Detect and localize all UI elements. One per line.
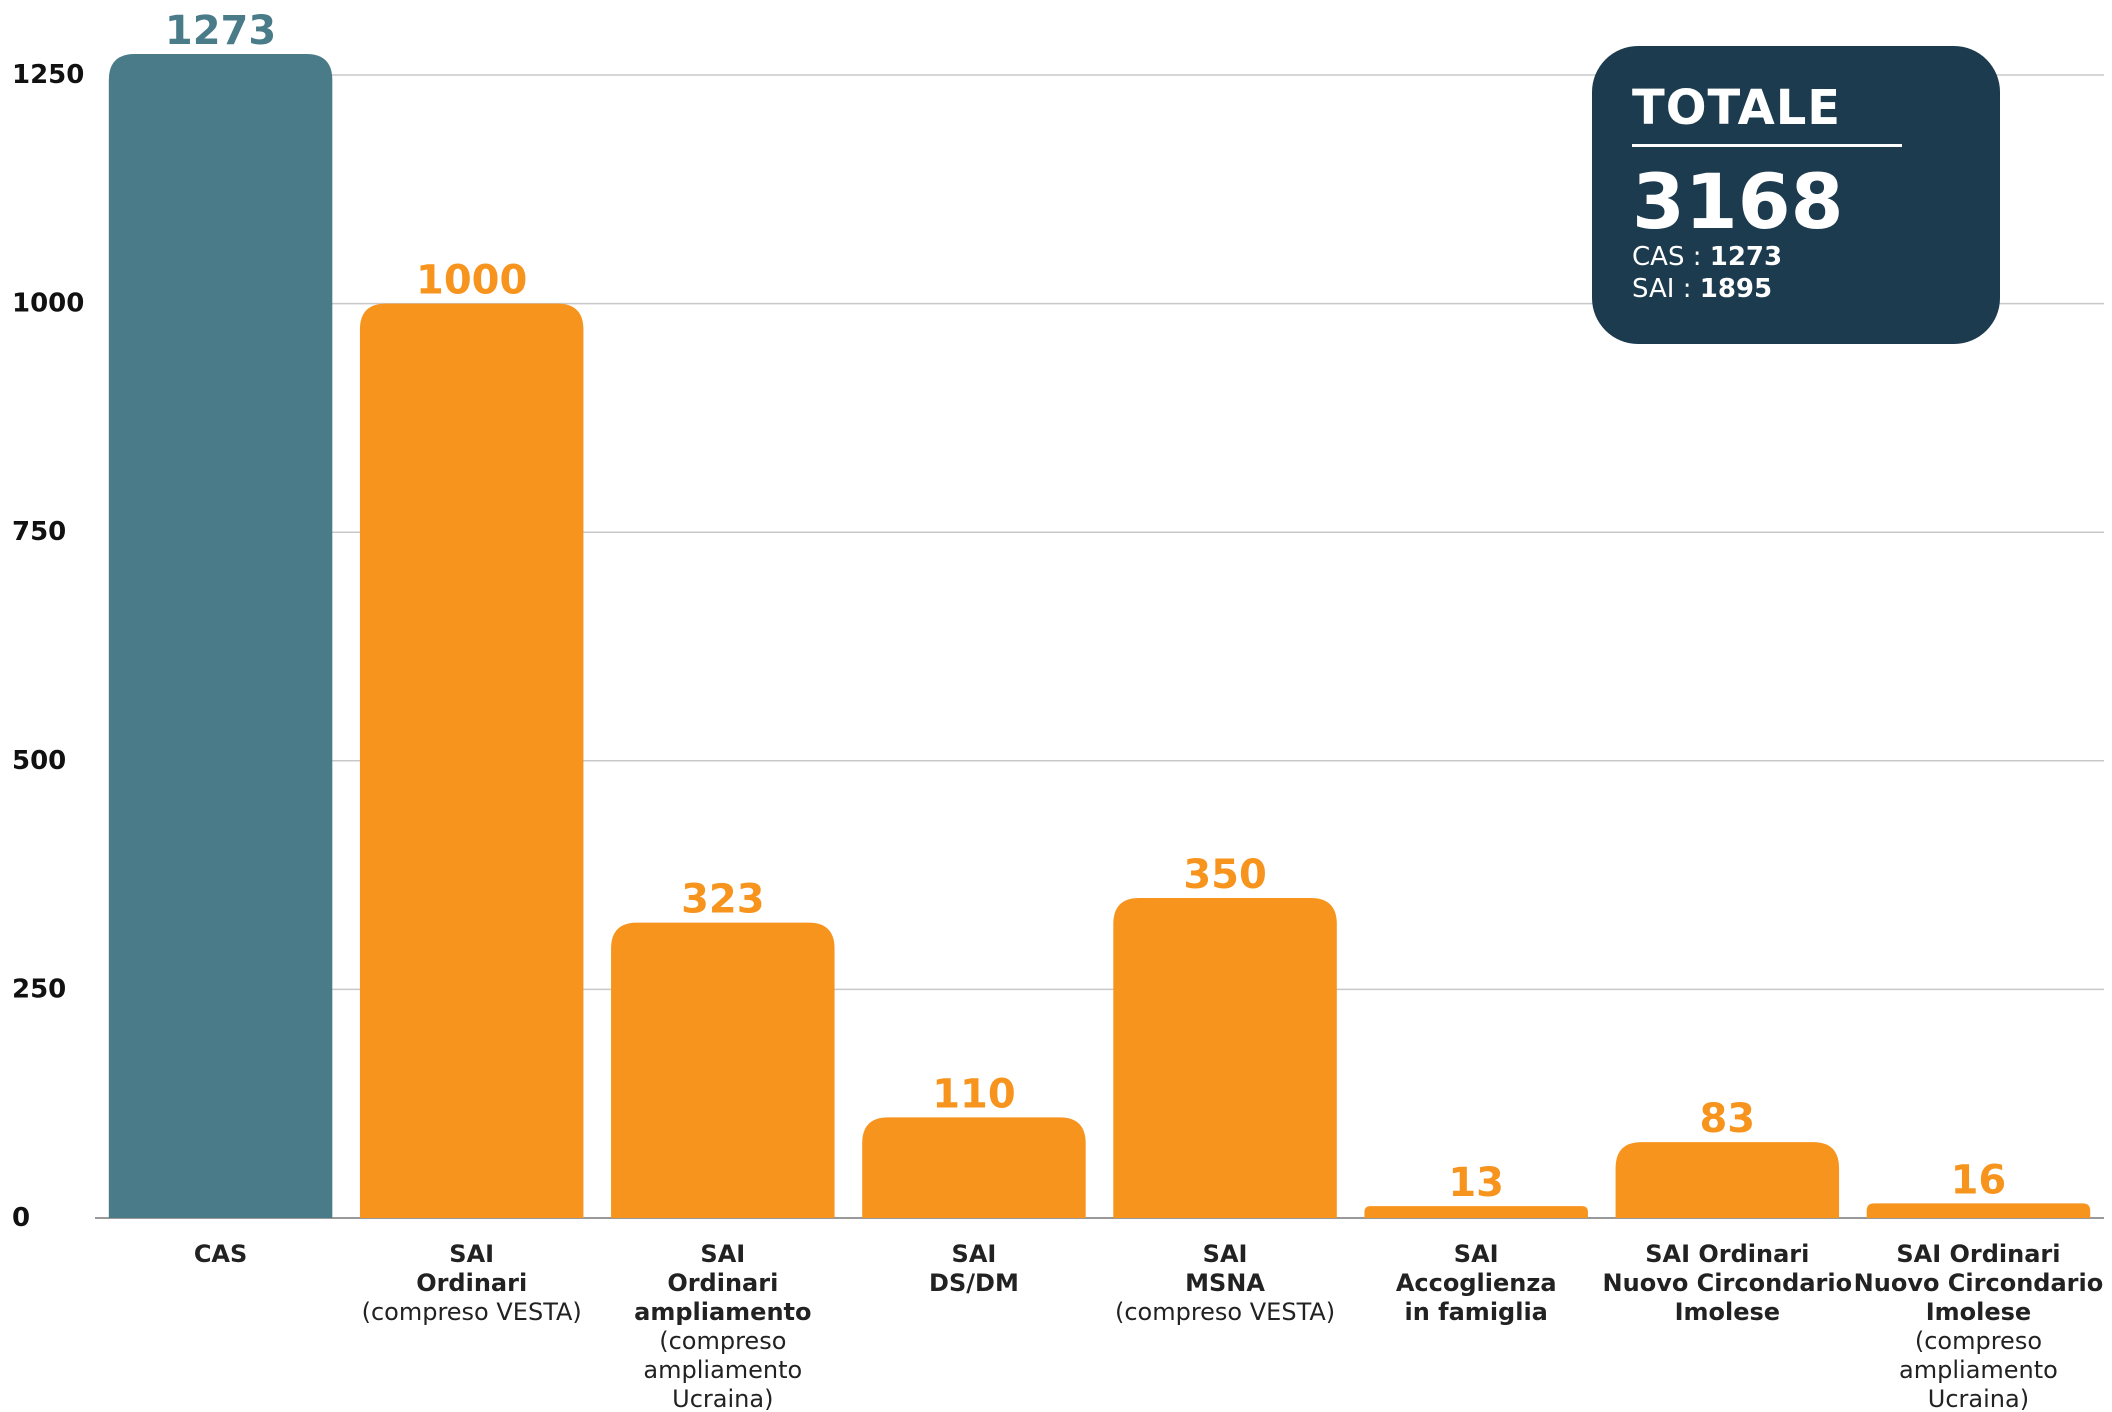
category-label-6: SAI Ordinari Nuovo Circondario Imolese (1603, 1240, 1853, 1326)
value-label-7: 16 (1951, 1157, 2007, 1203)
y-tick-label: 1000 (12, 289, 84, 319)
category-label-4: SAI MSNA (compreso VESTA) (1115, 1240, 1335, 1326)
total-divider (1632, 144, 1902, 147)
category-labels: CAS SAI Ordinari (compreso VESTA) SAI Ordinar… (194, 1240, 2103, 1412)
value-label-0: 1273 (165, 8, 276, 54)
total-summary-box: TOTALE 3168 CAS : 1273 SAI : 1895 (1592, 46, 2000, 344)
category-label-5: SAI Accoglienza in famiglia (1396, 1240, 1557, 1326)
y-tick-label: 0 (12, 1203, 30, 1233)
bar-7 (1866, 1203, 2091, 1218)
total-line-cas-value: 1273 (1709, 242, 1783, 272)
value-label-1: 1000 (416, 258, 527, 304)
bar-1 (359, 303, 584, 1219)
bar-2 (611, 922, 835, 1218)
total-value: 3168 (1632, 157, 1844, 246)
y-tick-label: 1250 (12, 60, 84, 90)
y-tick-label: 750 (12, 517, 66, 547)
total-line-sai-value: 1895 (1699, 274, 1773, 304)
bar-5 (1364, 1206, 1588, 1218)
category-label-1: SAI Ordinari (compreso VESTA) (362, 1240, 582, 1326)
bar-3 (862, 1117, 1086, 1218)
total-title: TOTALE (1632, 80, 1842, 136)
total-line-cas-label: CAS : (1632, 242, 1710, 272)
value-label-3: 110 (932, 1071, 1016, 1117)
category-label-7: SAI Ordinari Nuovo Circondario Imolese (com… (1854, 1240, 2104, 1412)
value-label-4: 350 (1183, 852, 1267, 898)
category-label-2: SAI Ordinari ampliamento (compreso ampliamen… (634, 1240, 811, 1412)
value-label-2: 323 (681, 877, 765, 923)
category-label-0: CAS (194, 1240, 247, 1268)
value-labels: 1273 1000 323 110 350 13 83 16 (165, 8, 2006, 1206)
total-line-cas: CAS : 1273 (1632, 241, 1960, 273)
bar-0 (108, 53, 333, 1219)
value-label-6: 83 (1699, 1096, 1755, 1142)
bar-6 (1615, 1142, 1840, 1218)
total-line-sai: SAI : 1895 (1632, 273, 1960, 305)
total-line-sai-label: SAI : (1632, 274, 1700, 304)
y-axis-ticks: 0 250 500 750 1000 1250 (12, 60, 84, 1233)
bar-4 (1113, 897, 1337, 1218)
y-tick-label: 250 (12, 974, 66, 1004)
category-label-3: SAI DS/DM (929, 1240, 1019, 1297)
y-tick-label: 500 (12, 746, 66, 776)
value-label-5: 13 (1448, 1160, 1504, 1206)
bars (108, 53, 2091, 1219)
